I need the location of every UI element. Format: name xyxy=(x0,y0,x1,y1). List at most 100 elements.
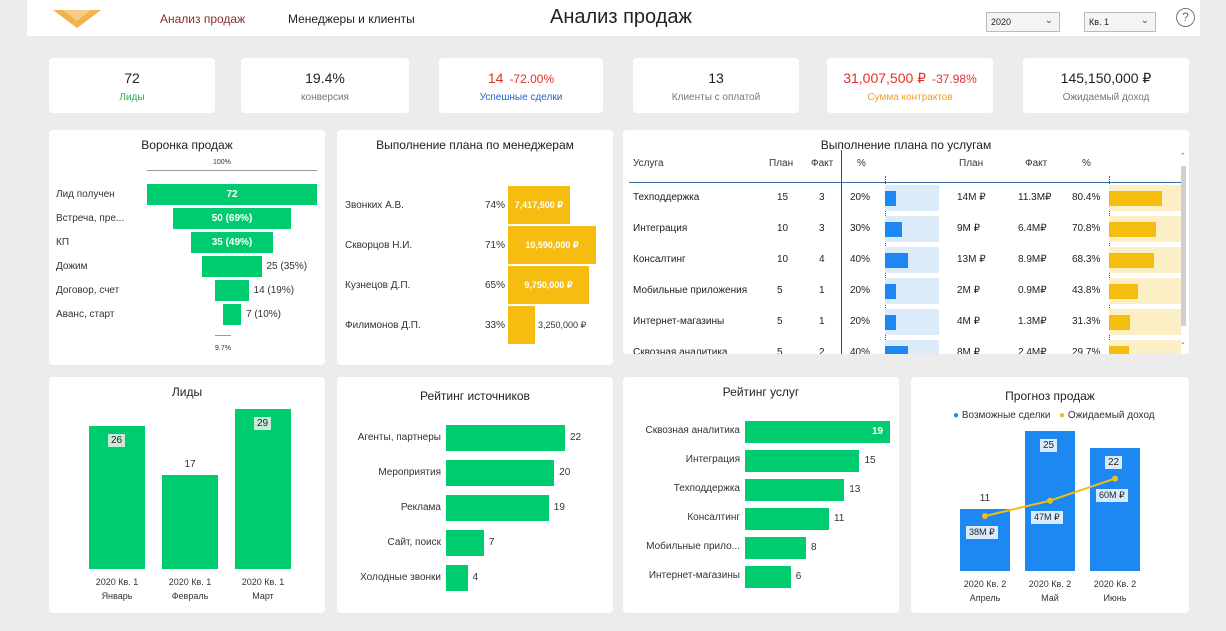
plan-money: 2M ₽ xyxy=(957,285,981,296)
scrollbar-thumb[interactable] xyxy=(1181,166,1186,326)
source-bar[interactable] xyxy=(446,565,468,591)
help-icon[interactable]: ? xyxy=(1176,8,1195,27)
nav-tab-managers-clients[interactable]: Менеджеры и клиенты xyxy=(288,12,415,26)
plan-count: 10 xyxy=(777,223,789,234)
leads-bar-value: 29 xyxy=(254,417,272,430)
service-name: Сквозная аналитика xyxy=(633,347,728,354)
funnel-bar[interactable] xyxy=(147,184,317,205)
fact-money: 1.3M₽ xyxy=(1018,316,1047,327)
col-header-percent-money[interactable]: % xyxy=(1082,158,1091,169)
source-bar[interactable] xyxy=(446,495,549,521)
fact-count: 1 xyxy=(819,285,825,296)
x-axis-label: Январь xyxy=(101,591,133,601)
funnel-bar-value: 50 (69%) xyxy=(211,213,253,224)
funnel-bar[interactable] xyxy=(172,208,292,229)
source-bar[interactable] xyxy=(446,425,565,451)
fact-count: 3 xyxy=(819,223,825,234)
source-bar-value: 22 xyxy=(570,432,582,443)
plan-count: 15 xyxy=(777,192,789,203)
funnel-stage-label: Встреча, пре... xyxy=(56,213,125,224)
percent-count: 30% xyxy=(850,223,871,234)
fact-money: 0.9M₽ xyxy=(1018,285,1047,296)
service-bar[interactable] xyxy=(745,508,829,530)
kpi-value: 145,150,000 ₽ xyxy=(1060,70,1152,86)
col-header-service[interactable]: Услуга xyxy=(633,158,664,169)
count-progress-fill xyxy=(885,191,897,206)
quarter-select[interactable]: Кв. 1 ⌄ xyxy=(1084,12,1156,32)
x-axis-label: Май xyxy=(1041,593,1059,603)
funnel-bar[interactable] xyxy=(223,304,241,325)
service-bar[interactable] xyxy=(745,537,807,559)
nav-tab-sales-analysis[interactable]: Анализ продаж xyxy=(160,12,246,26)
leads-bar[interactable] xyxy=(162,475,218,569)
managers-plan-card: Выполнение плана по менеджерам Звонких А… xyxy=(337,130,613,365)
funnel-bar-value: 25 (35%) xyxy=(266,261,308,272)
percent-count: 20% xyxy=(850,316,871,327)
manager-name: Звонких А.В. xyxy=(345,200,404,211)
source-bar[interactable] xyxy=(446,460,555,486)
x-axis-label: 2020 Кв. 1 xyxy=(241,577,285,587)
percent-money: 70.8% xyxy=(1072,223,1101,234)
year-select[interactable]: 2020 ⌄ xyxy=(986,12,1060,32)
quarter-select-value: Кв. 1 xyxy=(1089,17,1110,27)
x-axis-label: 2020 Кв. 1 xyxy=(168,577,212,587)
money-progress-fill xyxy=(1109,315,1130,330)
manager-bar[interactable] xyxy=(508,186,570,224)
col-header-percent[interactable]: % xyxy=(857,158,866,169)
leads-card: Лиды 26 2020 Кв. 1 Январь 17 2020 Кв. 1 Февра… xyxy=(49,377,325,613)
percent-count: 40% xyxy=(850,347,871,354)
source-bar[interactable] xyxy=(446,530,484,556)
percent-count: 20% xyxy=(850,285,871,296)
percent-count: 20% xyxy=(850,192,871,203)
col-header-plan[interactable]: План xyxy=(769,158,794,169)
plan-count: 5 xyxy=(777,285,783,296)
manager-percent: 74% xyxy=(485,200,506,211)
funnel-bar[interactable] xyxy=(215,280,249,301)
service-bar-value: 8 xyxy=(811,542,817,553)
forecast-card: Прогноз продаж ● Возможные сделки ● Ожид… xyxy=(911,377,1189,613)
leads-bar[interactable] xyxy=(235,409,291,569)
funnel-bar[interactable] xyxy=(202,256,262,277)
funnel-stage-label: КП xyxy=(56,237,70,248)
table-scrollbar[interactable]: ⌃ ⌄ xyxy=(1180,152,1188,354)
managers-title: Выполнение плана по менеджерам xyxy=(376,138,574,152)
col-header-fact-money[interactable]: Факт xyxy=(1025,158,1048,169)
percent-money: 31.3% xyxy=(1072,316,1101,327)
col-header-plan-money[interactable]: План xyxy=(959,158,984,169)
x-axis-label: 2020 Кв. 2 xyxy=(963,579,1007,589)
service-label: Техподдержка xyxy=(673,483,740,494)
kpi-label: Успешные сделки xyxy=(479,92,563,103)
money-progress-fill xyxy=(1109,222,1156,237)
scroll-up-icon[interactable]: ⌃ xyxy=(1180,153,1186,160)
service-name: Интернет-магазины xyxy=(633,316,725,327)
funnel-bar[interactable] xyxy=(190,232,274,253)
legend-label: Ожидаемый доход xyxy=(1067,410,1155,421)
forecast-bar-value: 11 xyxy=(979,493,991,505)
forecast-bar[interactable] xyxy=(1025,431,1075,571)
kpi-card-successful-deals: 14 -72.00% Успешные сделки xyxy=(439,58,603,113)
col-header-fact[interactable]: Факт xyxy=(811,158,834,169)
x-axis-label: Март xyxy=(252,591,274,601)
x-axis-label: 2020 Кв. 2 xyxy=(1093,579,1137,589)
service-bar-value: 15 xyxy=(864,455,876,466)
scroll-down-icon[interactable]: ⌄ xyxy=(1180,339,1186,346)
kpi-value: 72 xyxy=(124,70,140,86)
forecast-bar[interactable] xyxy=(960,509,1010,571)
service-name: Консалтинг xyxy=(633,254,686,265)
chevron-down-icon: ⌄ xyxy=(1044,15,1053,26)
legend-label: Возможные сделки xyxy=(961,410,1051,421)
service-bar[interactable] xyxy=(745,479,845,501)
leads-bar[interactable] xyxy=(89,425,145,569)
money-progress-fill xyxy=(1109,284,1138,299)
service-bar[interactable] xyxy=(745,566,791,588)
money-progress-fill xyxy=(1109,346,1129,354)
services-plan-title: Выполнение плана по услугам xyxy=(820,138,992,152)
service-bar[interactable] xyxy=(745,421,890,443)
service-bar[interactable] xyxy=(745,450,860,472)
source-bar-value: 7 xyxy=(488,537,495,548)
sales-funnel-card: Воронка продаж 100% 9.7% Лид получен 72 Вс… xyxy=(49,130,325,365)
manager-bar[interactable] xyxy=(508,266,590,304)
manager-bar[interactable] xyxy=(508,226,596,264)
x-axis-label: 2020 Кв. 1 xyxy=(95,577,139,587)
manager-bar[interactable] xyxy=(508,306,535,344)
